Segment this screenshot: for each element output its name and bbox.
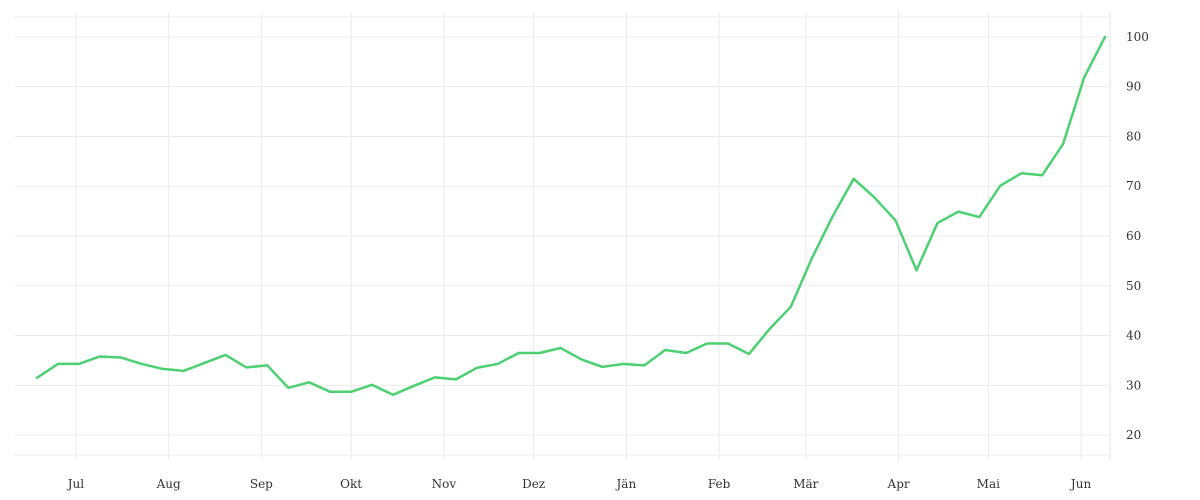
- data-point: [1020, 172, 1022, 174]
- x-tick-label: Jul: [66, 477, 85, 491]
- data-point: [957, 211, 959, 213]
- data-point: [329, 391, 331, 393]
- data-point: [308, 381, 310, 383]
- x-tick-label: Jän: [614, 477, 636, 491]
- data-point: [999, 185, 1001, 187]
- data-point: [727, 342, 729, 344]
- data-point: [36, 377, 38, 379]
- y-gridlines: [15, 16, 1110, 456]
- data-point: [224, 354, 226, 356]
- data-point: [664, 349, 666, 351]
- data-point: [874, 197, 876, 199]
- data-point: [162, 368, 164, 370]
- data-point: [287, 387, 289, 389]
- x-axis-tick-labels: Jul Aug Sep Okt Nov Dez Jän Feb Mär Apr Mai Jun: [66, 477, 1092, 491]
- x-tick-label: Mär: [793, 477, 818, 491]
- y-tick-label: 20: [1126, 428, 1141, 442]
- data-point: [99, 355, 101, 357]
- data-point: [182, 370, 184, 372]
- data-point: [538, 352, 540, 354]
- data-point: [78, 363, 80, 365]
- y-tick-label: 100: [1126, 30, 1149, 44]
- data-point: [413, 385, 415, 387]
- data-point: [245, 366, 247, 368]
- data-point: [1104, 36, 1106, 38]
- data-point: [936, 222, 938, 224]
- x-tick-label: Nov: [432, 477, 457, 491]
- data-point: [392, 394, 394, 396]
- data-point: [748, 353, 750, 355]
- y-tick-label: 30: [1126, 378, 1141, 392]
- x-tick-label: Apr: [887, 477, 910, 491]
- y-tick-label: 60: [1126, 229, 1141, 243]
- data-point: [57, 363, 59, 365]
- series-layer: [35, 35, 1107, 397]
- data-point: [915, 269, 917, 271]
- y-tick-label: 50: [1126, 279, 1141, 293]
- data-point: [811, 257, 813, 259]
- data-point: [1083, 77, 1085, 79]
- series-line: [35, 35, 1107, 397]
- data-point: [203, 362, 205, 364]
- data-point: [853, 178, 855, 180]
- data-point: [120, 356, 122, 358]
- y-tick-label: 70: [1126, 179, 1141, 193]
- y-axis-tick-labels: 20 30 40 50 60 70 80 90 100: [1126, 30, 1149, 442]
- data-point: [978, 216, 980, 218]
- data-point: [685, 352, 687, 354]
- x-tick-label: Dez: [522, 477, 545, 491]
- y-tick-label: 40: [1126, 329, 1141, 343]
- data-point: [894, 219, 896, 221]
- x-tick-label: Feb: [708, 477, 731, 491]
- data-point: [1062, 143, 1064, 145]
- data-point: [266, 364, 268, 366]
- data-point: [706, 342, 708, 344]
- x-tick-label: Mai: [977, 477, 1000, 491]
- data-point: [434, 376, 436, 378]
- x-tick-label: Aug: [156, 477, 181, 491]
- x-tick-label: Jun: [1069, 477, 1092, 491]
- data-point: [1041, 174, 1043, 176]
- data-point: [832, 215, 834, 217]
- data-point: [622, 363, 624, 365]
- data-point: [371, 384, 373, 386]
- y-tick-label: 90: [1126, 80, 1141, 94]
- data-point: [455, 378, 457, 380]
- data-point: [518, 352, 520, 354]
- data-point: [476, 367, 478, 369]
- data-point: [790, 306, 792, 308]
- data-point: [580, 358, 582, 360]
- data-point: [769, 327, 771, 329]
- x-tick-label: Okt: [340, 477, 362, 491]
- data-point: [141, 363, 143, 365]
- data-point: [559, 347, 561, 349]
- data-point: [497, 363, 499, 365]
- data-point: [350, 391, 352, 393]
- data-point: [643, 364, 645, 366]
- x-tick-label: Sep: [250, 477, 273, 491]
- data-point: [601, 366, 603, 368]
- y-tick-label: 80: [1126, 129, 1141, 143]
